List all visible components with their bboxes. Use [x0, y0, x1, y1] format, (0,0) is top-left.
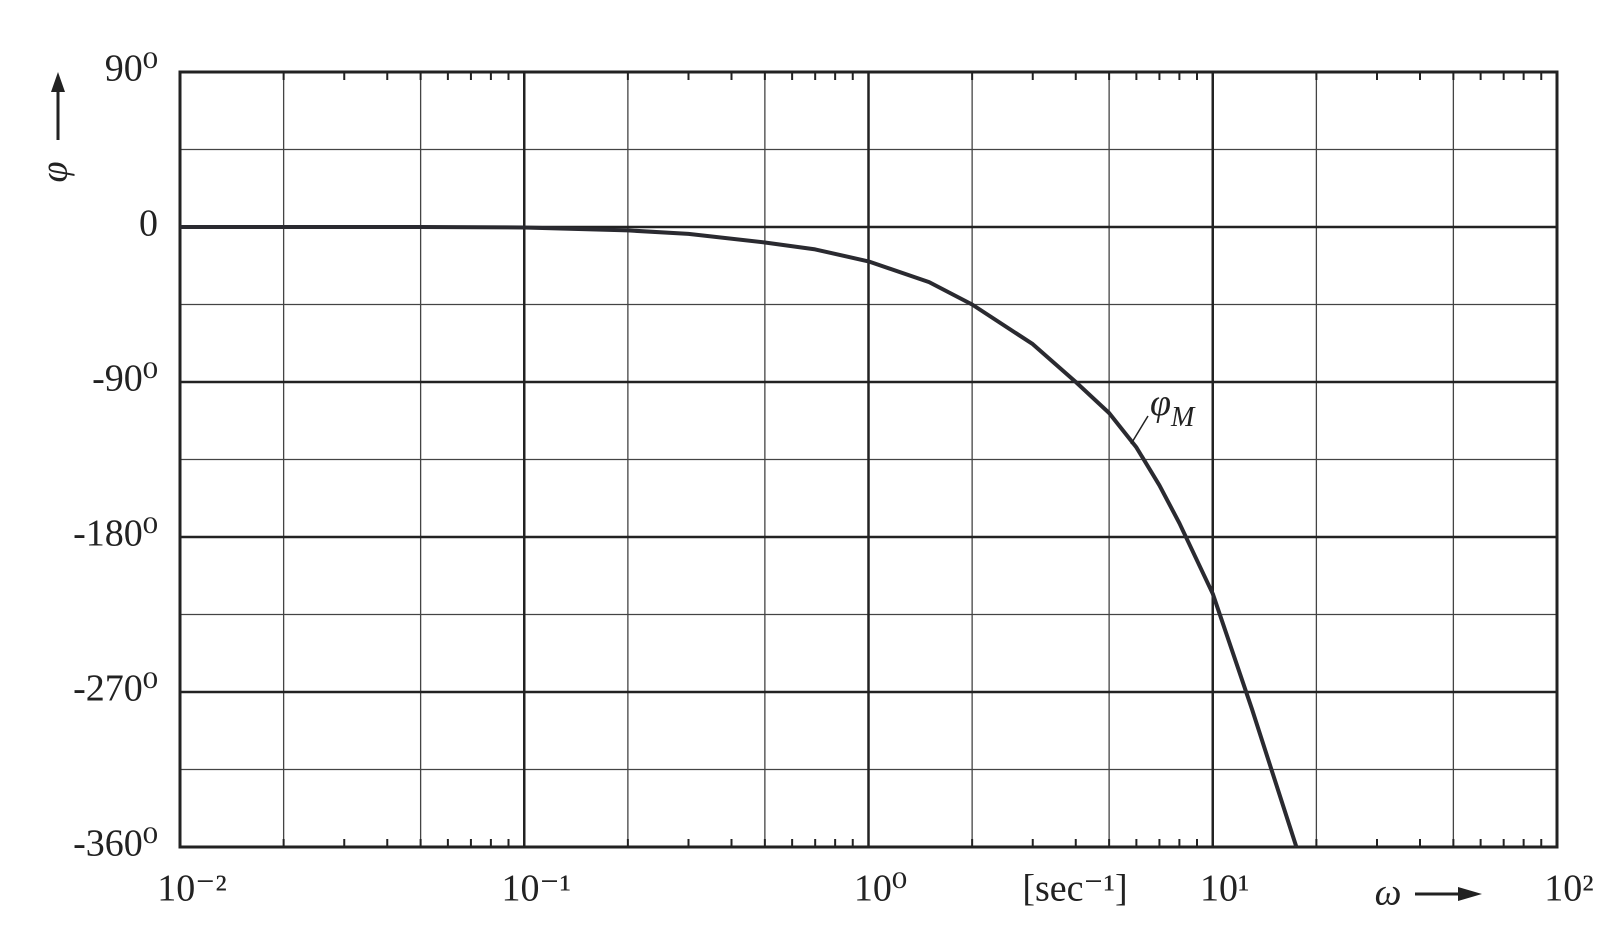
phase-curve	[180, 225, 1299, 848]
x-tick-label: 10¹	[1200, 868, 1249, 910]
y-tick-label: -360⁰	[73, 823, 158, 865]
y-tick-label: -270⁰	[73, 668, 158, 710]
annotation-symbol: φ	[1150, 382, 1171, 424]
x-tick-label: 10⁻²	[157, 868, 226, 910]
plot-frame	[178, 70, 1559, 849]
y-tick-label: -180⁰	[73, 513, 158, 555]
annotation: φM	[1150, 382, 1196, 434]
x-arrow-head	[1458, 887, 1482, 901]
y-tick-label: 90⁰	[105, 48, 158, 90]
annotation-subscript: M	[1170, 402, 1196, 433]
x-tick-label: 10⁻¹	[502, 868, 571, 910]
y-axis-label: φ	[34, 161, 76, 182]
x-tick-label: 10²	[1544, 868, 1593, 910]
annotation-leader	[1130, 415, 1149, 445]
y-tick-label: -90⁰	[92, 358, 158, 400]
y-arrow-head	[51, 72, 65, 92]
x-tick-label: 10⁰	[854, 868, 907, 910]
y-tick-label: 0	[139, 203, 158, 245]
x-unit: [sec⁻¹]	[1022, 868, 1127, 910]
x-axis-label: ω	[1375, 872, 1402, 914]
